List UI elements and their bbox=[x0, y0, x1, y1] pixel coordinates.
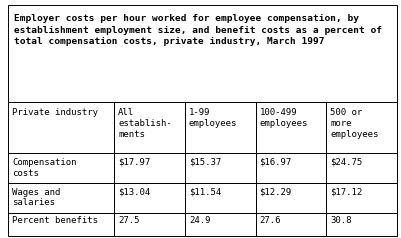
Text: $11.54: $11.54 bbox=[189, 188, 221, 197]
Text: $17.12: $17.12 bbox=[330, 188, 363, 197]
Text: Percent benefits: Percent benefits bbox=[12, 216, 98, 225]
Text: $16.97: $16.97 bbox=[259, 158, 292, 167]
Text: 24.9: 24.9 bbox=[189, 216, 211, 225]
Text: $15.37: $15.37 bbox=[189, 158, 221, 167]
Text: 100-499
employees: 100-499 employees bbox=[259, 108, 308, 128]
Text: 27.6: 27.6 bbox=[259, 216, 281, 225]
Bar bbox=[326, 153, 397, 183]
Bar bbox=[255, 102, 326, 153]
Bar bbox=[8, 153, 114, 183]
Bar bbox=[326, 183, 397, 213]
Bar bbox=[114, 102, 185, 153]
Text: 1-99
employees: 1-99 employees bbox=[189, 108, 237, 128]
Text: 500 or
more
employees: 500 or more employees bbox=[330, 108, 379, 139]
Bar bbox=[8, 183, 114, 213]
Text: Compensation
costs: Compensation costs bbox=[12, 158, 77, 178]
Text: 30.8: 30.8 bbox=[330, 216, 352, 225]
Bar bbox=[114, 213, 185, 236]
Text: Private industry: Private industry bbox=[12, 108, 98, 117]
Bar bbox=[255, 153, 326, 183]
Bar bbox=[185, 213, 255, 236]
Bar bbox=[185, 183, 255, 213]
Text: 27.5: 27.5 bbox=[118, 216, 140, 225]
Bar bbox=[185, 102, 255, 153]
Bar bbox=[8, 213, 114, 236]
Bar bbox=[114, 183, 185, 213]
Text: All
establish-
ments: All establish- ments bbox=[118, 108, 172, 139]
Bar bbox=[255, 183, 326, 213]
Bar bbox=[255, 213, 326, 236]
Bar bbox=[185, 153, 255, 183]
Bar bbox=[114, 153, 185, 183]
Text: Employer costs per hour worked for employee compensation, by
establishment emplo: Employer costs per hour worked for emplo… bbox=[14, 14, 382, 46]
Text: $17.97: $17.97 bbox=[118, 158, 150, 167]
Text: Wages and
salaries: Wages and salaries bbox=[12, 188, 61, 207]
Bar bbox=[326, 102, 397, 153]
Bar bbox=[8, 102, 114, 153]
Text: $24.75: $24.75 bbox=[330, 158, 363, 167]
Bar bbox=[326, 213, 397, 236]
Text: $13.04: $13.04 bbox=[118, 188, 150, 197]
Text: $12.29: $12.29 bbox=[259, 188, 292, 197]
Bar bbox=[8, 5, 397, 102]
